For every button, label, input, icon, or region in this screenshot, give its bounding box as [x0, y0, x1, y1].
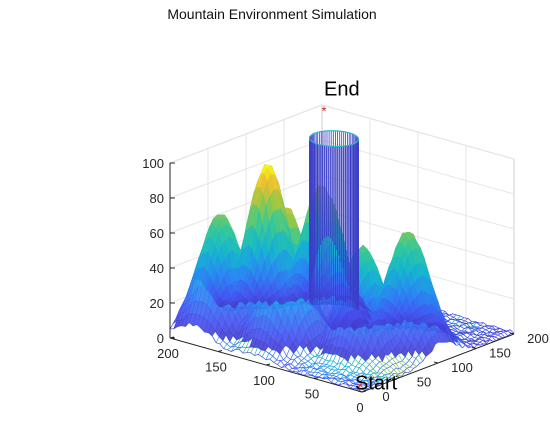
x-tick-label: 200 [157, 346, 179, 361]
z-tick-label: 0 [157, 331, 164, 346]
surface-cell [425, 322, 434, 328]
y-tick-mark [357, 390, 363, 393]
x-tick-label: 0 [356, 400, 363, 415]
surface-cell [265, 297, 274, 306]
surface-cell [276, 297, 284, 305]
surface-cell [302, 292, 310, 303]
surface-cell [241, 299, 250, 306]
x-tick-label: 150 [205, 360, 227, 375]
y-tick-mark [471, 347, 477, 349]
end-marker: * [321, 104, 326, 119]
start-label: Start [355, 372, 398, 394]
surface-cell [380, 318, 389, 326]
surface-cell [411, 318, 419, 325]
y-tick-label: 50 [417, 375, 431, 390]
y-tick-mark [509, 332, 515, 335]
surface-cell [397, 314, 405, 326]
cylinder-obstacle [308, 130, 360, 310]
surface-cell [258, 296, 267, 304]
surface-cell [251, 296, 260, 305]
start-marker: * [357, 379, 362, 394]
x-tick-mark [265, 363, 271, 366]
x-tick-mark [361, 390, 367, 393]
surface-cell [218, 300, 226, 308]
z-tick-label: 60 [150, 226, 164, 241]
surface-cell [368, 324, 376, 329]
z-tick-label: 80 [150, 191, 164, 206]
x-tick-label: 100 [253, 373, 275, 388]
z-tick-label: 20 [150, 296, 164, 311]
end-label: End [324, 79, 360, 101]
z-tick-label: 40 [150, 261, 164, 276]
surface-cell [232, 301, 240, 309]
y-tick-label: 200 [527, 331, 549, 346]
x-tick-mark [217, 350, 223, 352]
y-tick-label: 150 [489, 346, 511, 361]
surface-cell [404, 314, 412, 323]
cylinder-top-rim [308, 130, 360, 148]
x-tick-mark [313, 377, 319, 379]
y-tick-mark [395, 376, 401, 378]
surface-cell [292, 297, 301, 302]
axis-lines [169, 162, 515, 393]
y-tick-label: 100 [451, 360, 473, 375]
chart-title: Mountain Environment Simulation [167, 6, 376, 22]
y-tick-mark [433, 361, 439, 364]
annotations: *Start*End [321, 79, 397, 395]
surface-cell [390, 318, 399, 327]
x-tick-label: 50 [305, 387, 319, 402]
y-tick-label: 0 [382, 389, 389, 404]
z-tick-label: 100 [142, 156, 164, 171]
